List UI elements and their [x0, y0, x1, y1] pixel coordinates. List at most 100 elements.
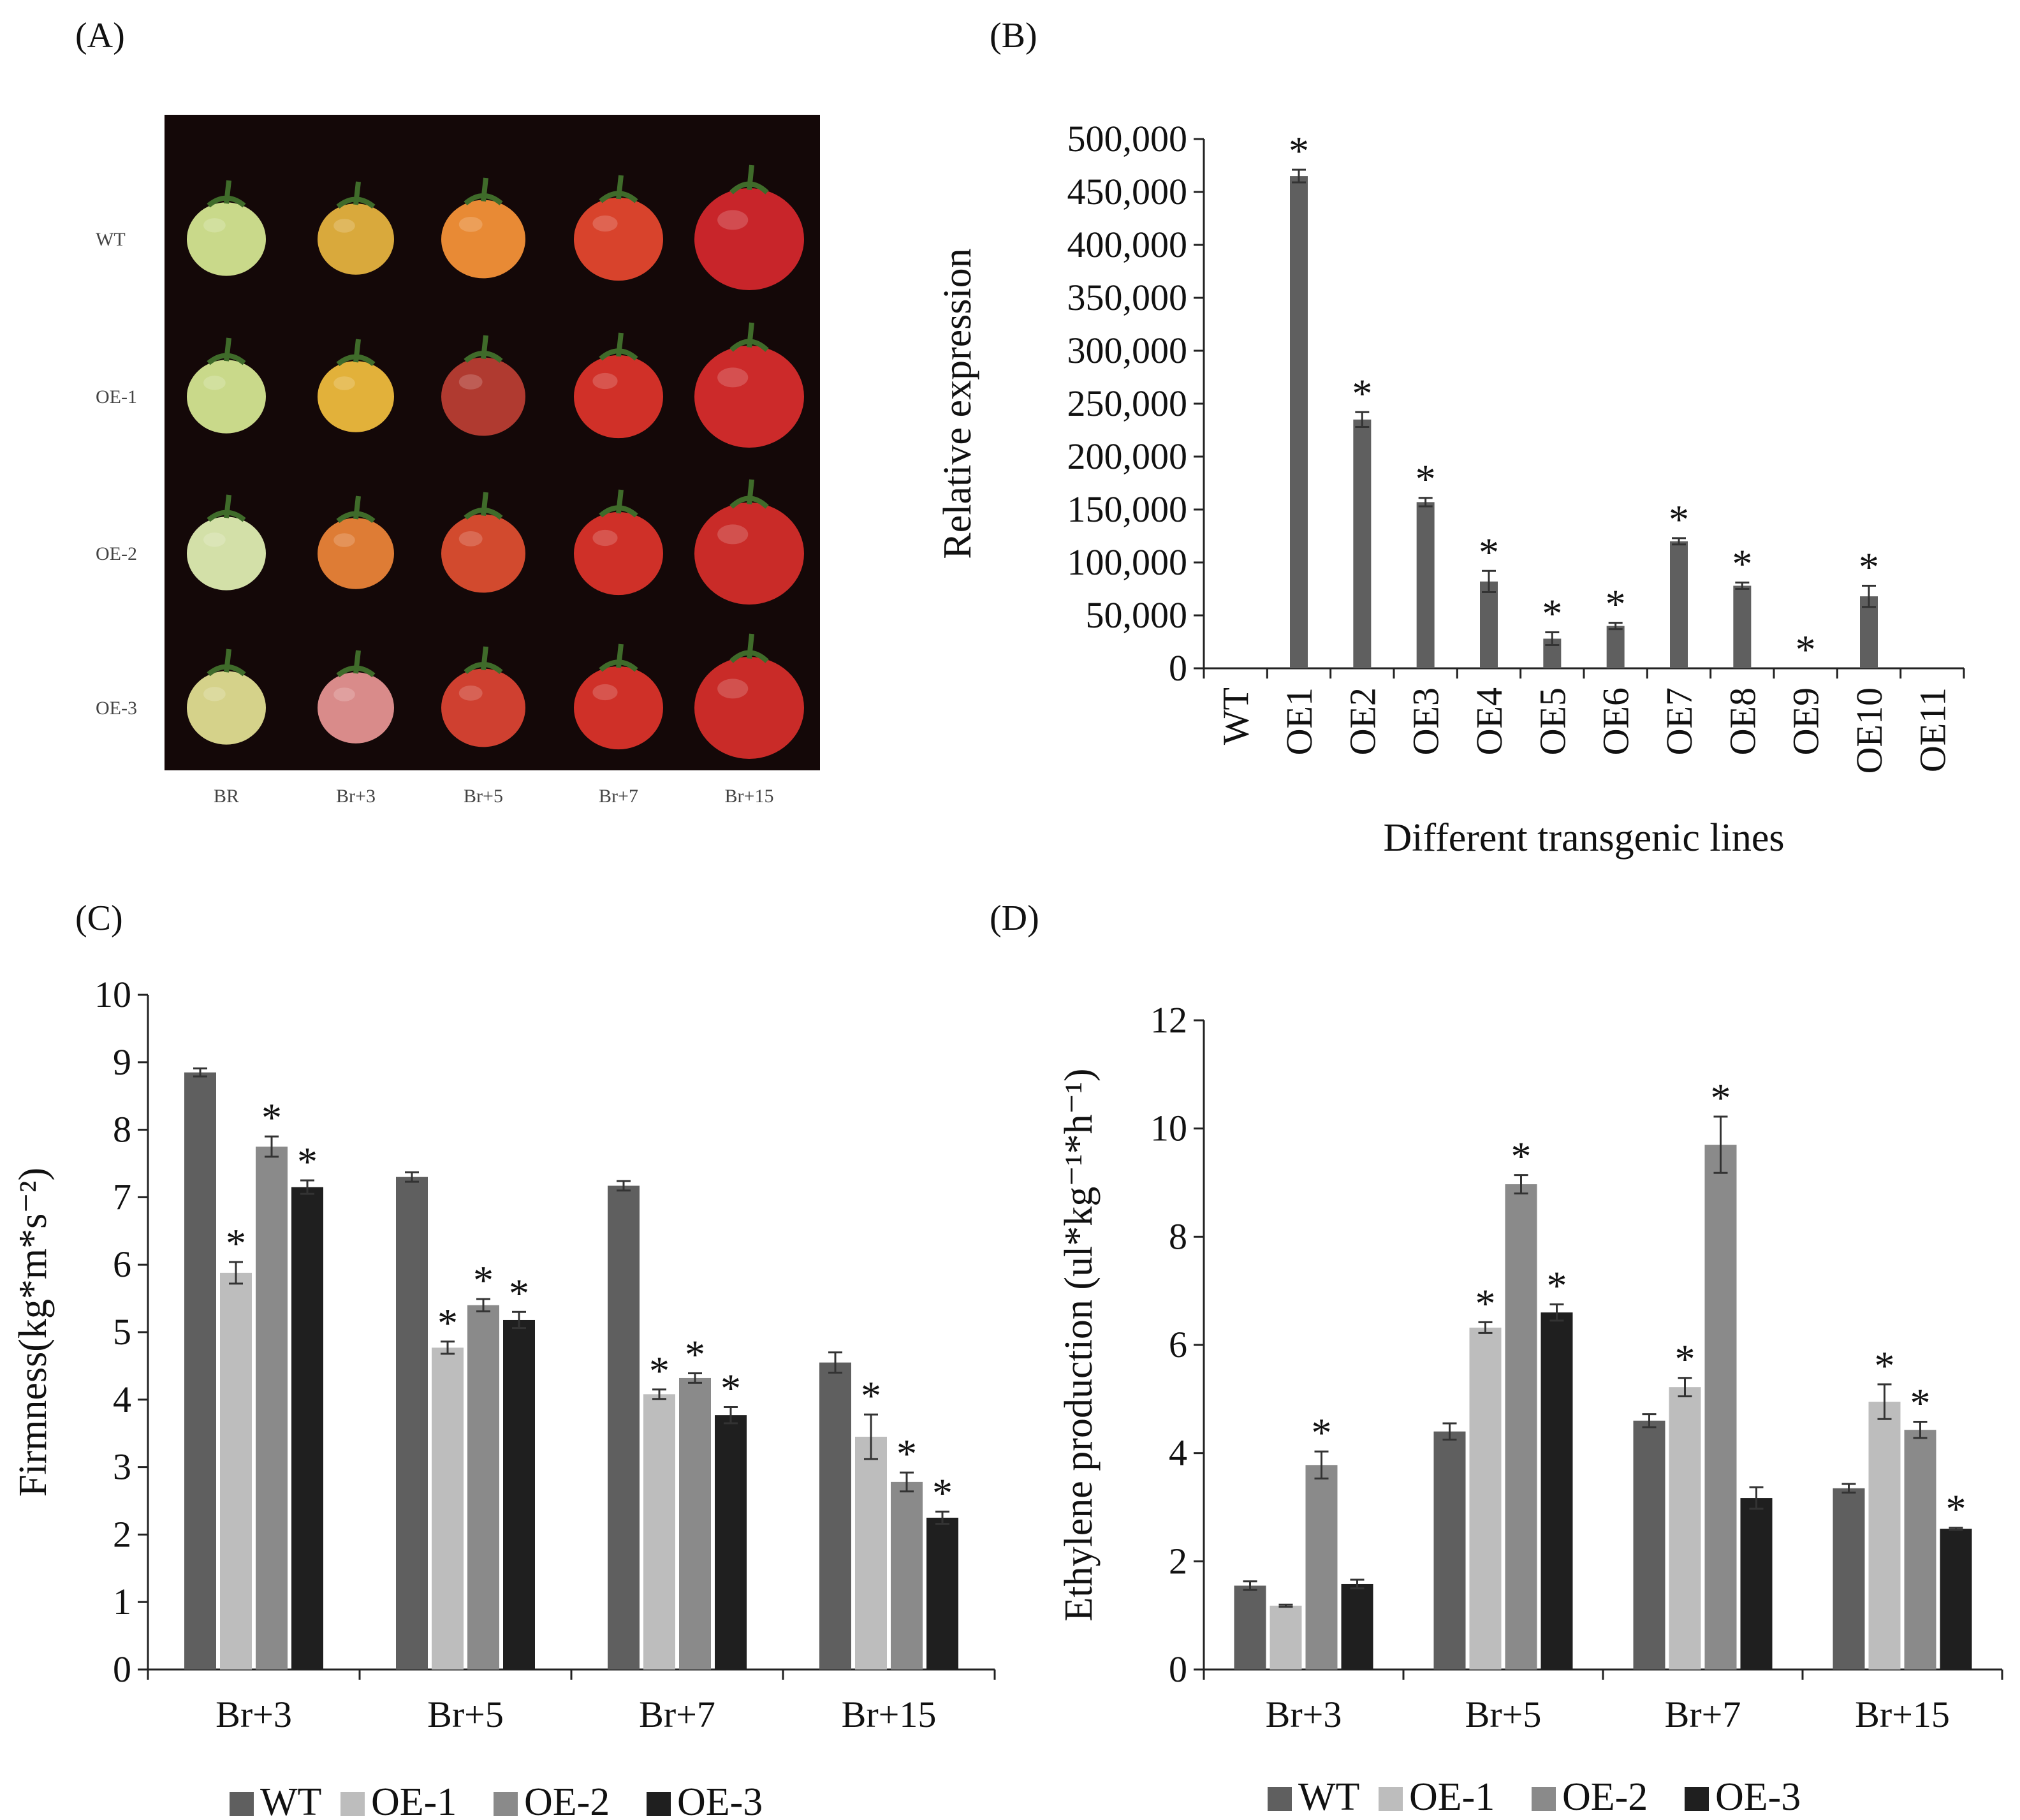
- significance-star: *: [685, 1332, 705, 1377]
- photo-col-label: Br+15: [725, 786, 774, 807]
- bar: [503, 1319, 535, 1670]
- significance-star: *: [473, 1258, 494, 1303]
- legend-swatch: [1685, 1787, 1709, 1811]
- panel-label-a: (A): [75, 16, 125, 55]
- photo-row-label: OE-3: [96, 698, 137, 719]
- x-tick-label: Br+5: [1465, 1694, 1542, 1735]
- y-tick-label: 10: [94, 974, 131, 1015]
- x-tick-label: OE10: [1848, 687, 1890, 774]
- y-tick-label: 100,000: [1067, 541, 1188, 583]
- bar: [1353, 419, 1372, 668]
- tomato-highlight: [458, 531, 483, 547]
- tomato-fruit: [694, 503, 804, 605]
- tomato-highlight: [717, 679, 749, 699]
- legend-label: OE-2: [1562, 1775, 1648, 1819]
- tomato-fruit: [694, 346, 804, 448]
- y-tick-label: 250,000: [1067, 383, 1188, 424]
- photo-col-label: BR: [214, 786, 239, 807]
- significance-star: *: [861, 1373, 881, 1418]
- tomato-calyx: [336, 650, 376, 678]
- bar: [256, 1147, 288, 1670]
- tomato-fruit: [694, 657, 804, 759]
- panel-label-b: (B): [990, 16, 1037, 55]
- bar: [1433, 1431, 1466, 1670]
- photo-row-label: OE-2: [96, 543, 137, 564]
- photo-col-label: Br+7: [599, 786, 638, 807]
- legend-swatch: [647, 1792, 671, 1816]
- significance-star: *: [226, 1221, 246, 1266]
- significance-star: *: [1479, 529, 1499, 575]
- tomato-fruit: [694, 188, 804, 290]
- legend-label: WT: [260, 1780, 321, 1820]
- bar: [1480, 581, 1498, 668]
- significance-star: *: [261, 1095, 282, 1140]
- bar: [220, 1272, 252, 1670]
- legend-label: WT: [1298, 1775, 1359, 1819]
- panel-label-d: (D): [990, 899, 1039, 938]
- significance-star: *: [1289, 128, 1309, 173]
- x-tick-label: Br+5: [427, 1694, 504, 1735]
- tomato-fruit: [441, 357, 525, 436]
- bar: [1940, 1529, 1972, 1670]
- significance-star: *: [1732, 541, 1752, 587]
- x-tick-label: OE9: [1785, 687, 1827, 755]
- bar: [184, 1072, 216, 1670]
- bar: [1670, 541, 1688, 668]
- significance-star: *: [437, 1300, 458, 1346]
- tomato-calyx: [599, 332, 638, 361]
- bar: [291, 1187, 323, 1670]
- y-tick-label: 4: [113, 1379, 131, 1420]
- significance-star: *: [721, 1365, 741, 1411]
- tomato-highlight: [203, 218, 226, 233]
- y-tick-label: 12: [1150, 999, 1187, 1041]
- bar: [432, 1347, 464, 1670]
- legend-swatch: [494, 1792, 518, 1816]
- significance-star: *: [1946, 1486, 1966, 1532]
- tomato-calyx: [464, 177, 503, 206]
- tomato-calyx: [599, 643, 638, 672]
- legend-swatch: [1532, 1787, 1556, 1811]
- y-tick-label: 1: [113, 1581, 131, 1622]
- tomato-calyx: [207, 337, 246, 365]
- tomato-calyx: [207, 180, 246, 208]
- tomato-calyx: [729, 165, 769, 194]
- tomato-fruit: [441, 200, 525, 279]
- bar: [1868, 1402, 1901, 1670]
- tomato-highlight: [458, 217, 483, 232]
- y-tick-label: 3: [113, 1446, 131, 1488]
- y-tick-label: 150,000: [1067, 488, 1188, 530]
- bar: [1270, 1605, 1302, 1670]
- significance-star: *: [1910, 1380, 1931, 1425]
- significance-star: *: [1859, 545, 1879, 590]
- bar: [1469, 1327, 1502, 1670]
- bar: [1669, 1387, 1701, 1670]
- significance-star: *: [897, 1431, 917, 1476]
- tomato-calyx: [336, 495, 376, 524]
- legend-swatch: [1268, 1787, 1292, 1811]
- tomato-fruit: [574, 197, 663, 281]
- bar: [1740, 1498, 1773, 1670]
- y-tick-label: 500,000: [1067, 118, 1188, 159]
- tomato-calyx: [599, 175, 638, 203]
- y-tick-label: 50,000: [1086, 594, 1188, 636]
- legend-label: OE-1: [371, 1780, 457, 1820]
- y-tick-label: 0: [113, 1648, 131, 1690]
- y-tick-label: 6: [113, 1244, 131, 1285]
- legend-swatch: [1379, 1787, 1403, 1811]
- tomato-highlight: [592, 684, 618, 701]
- y-tick-label: 8: [113, 1109, 131, 1150]
- tomato-highlight: [333, 533, 355, 547]
- photo-col-label: Br+5: [464, 786, 503, 807]
- y-tick-label: 9: [113, 1041, 131, 1083]
- photo-row-label: OE-1: [96, 386, 137, 407]
- y-tick-label: 350,000: [1067, 277, 1188, 318]
- x-tick-label: Br+7: [639, 1694, 715, 1735]
- x-tick-label: Br+3: [1266, 1694, 1342, 1735]
- bar: [467, 1305, 499, 1670]
- bar: [1416, 502, 1435, 668]
- tomato-calyx: [336, 339, 376, 367]
- legend-swatch: [340, 1792, 365, 1816]
- bar: [1860, 596, 1878, 668]
- photo-col-label: Br+3: [336, 786, 376, 807]
- legend-label: OE-2: [524, 1780, 610, 1820]
